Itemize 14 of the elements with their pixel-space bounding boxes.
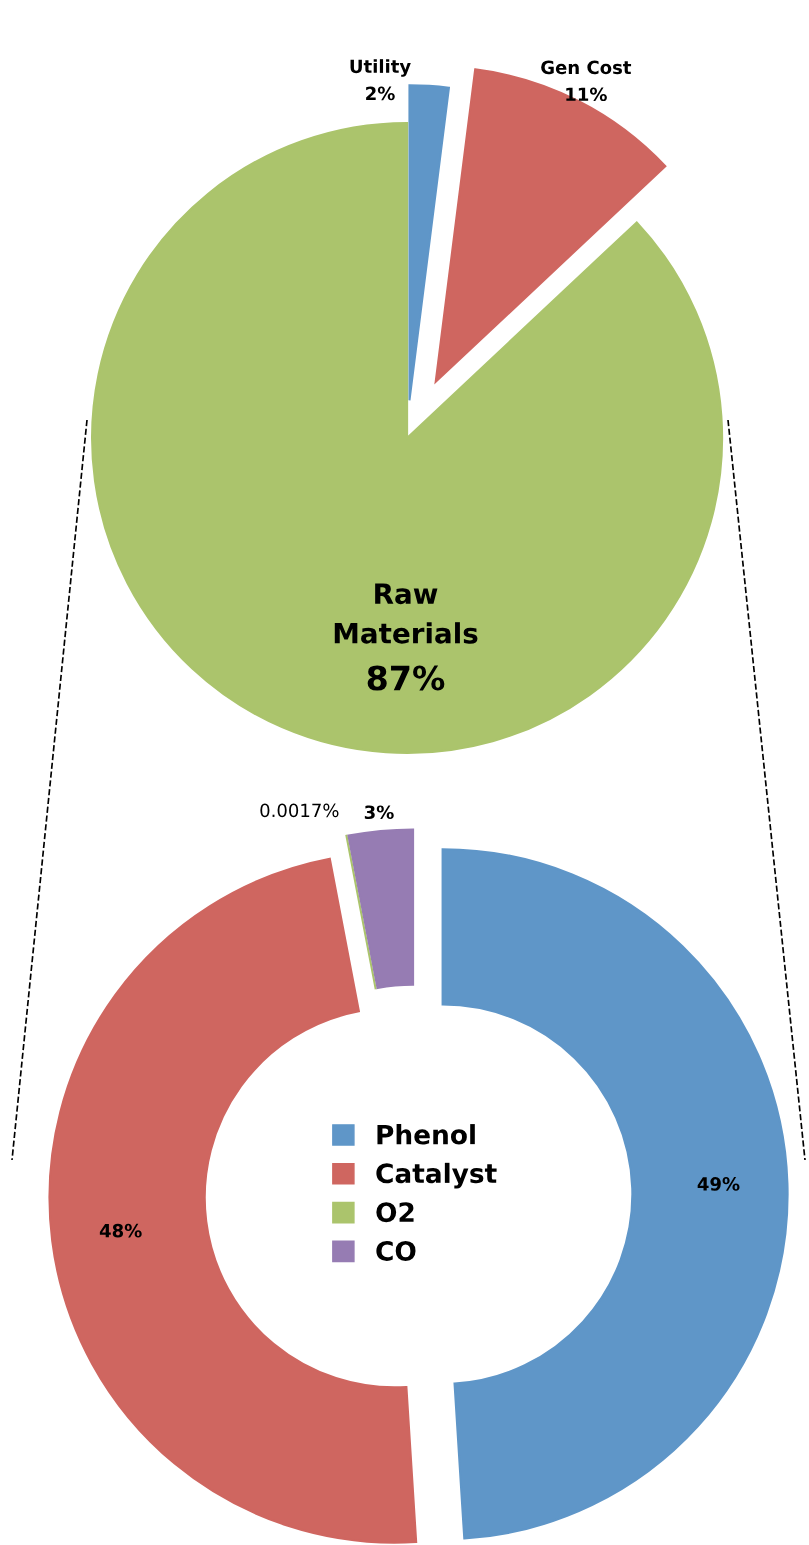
legend-label: Phenol — [377, 1124, 475, 1145]
data-label: 3% — [364, 805, 394, 820]
data-label: 49% — [697, 1177, 740, 1191]
data-label: 2% — [366, 86, 395, 101]
legend-label: Catalyst — [376, 1162, 497, 1189]
legend-label: CO — [376, 1240, 416, 1261]
data-label: 87% — [367, 665, 445, 691]
legend-label: O2 — [376, 1202, 414, 1223]
slice-label: Gen Cost — [541, 60, 632, 75]
slice-label: Utility — [350, 59, 411, 77]
data-label: 11% — [566, 87, 607, 102]
data-label: 0.0017% — [260, 803, 339, 818]
slice-label: Raw Materials — [334, 583, 478, 644]
data-label: 48% — [99, 1223, 142, 1238]
